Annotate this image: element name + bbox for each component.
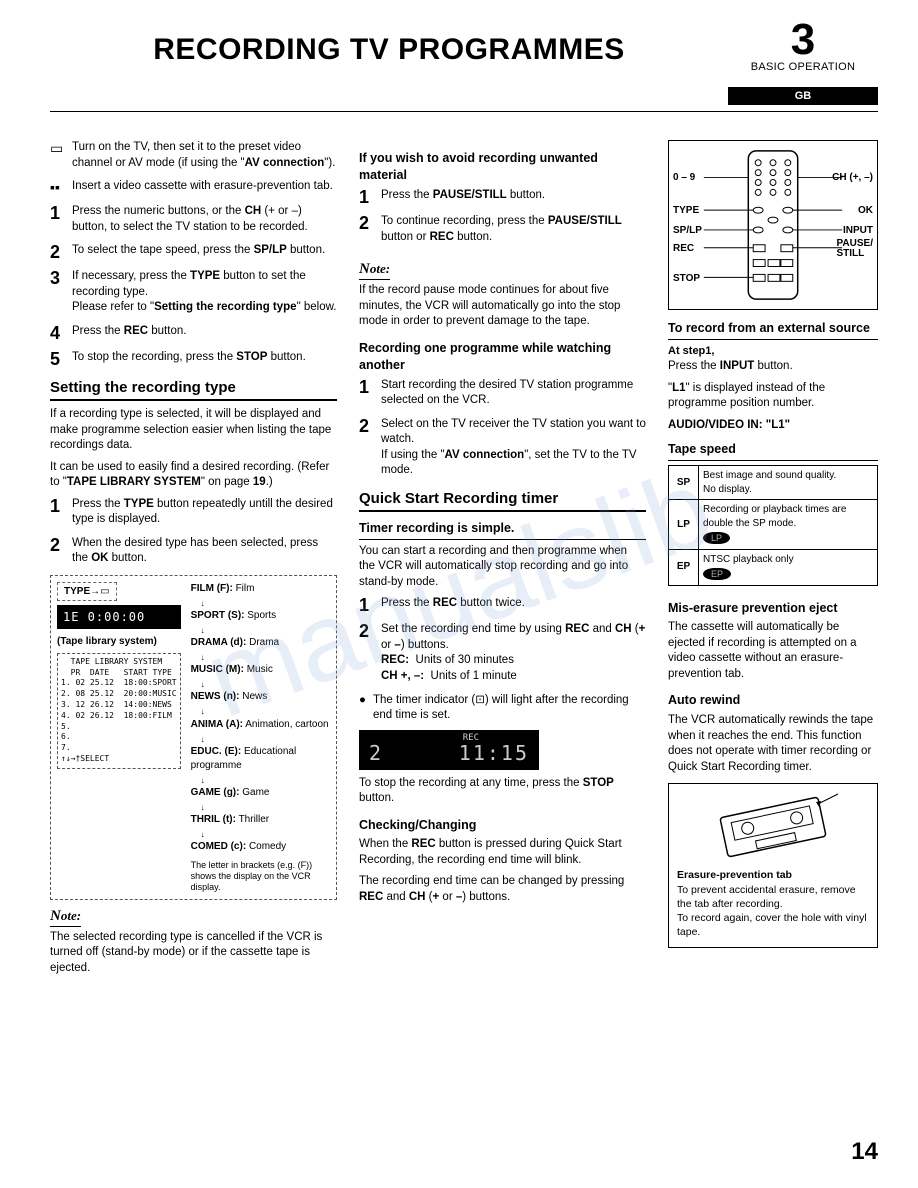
step-number: 2 xyxy=(359,214,381,232)
remote-label-splp: SP/LP xyxy=(673,224,702,238)
intro-step-cassette: Insert a video cassette with erasure-pre… xyxy=(72,179,337,195)
remote-label-rec: REC xyxy=(673,242,694,256)
setting-type-title: Setting the recording type xyxy=(50,378,337,401)
chapter-number: 3 xyxy=(728,20,878,60)
step-text: Press the numeric buttons, or the CH (+ … xyxy=(72,204,337,235)
step-text: Press the REC button twice. xyxy=(381,596,646,612)
auto-title: Auto rewind xyxy=(668,692,878,709)
note-text: The selected recording type is cancelled… xyxy=(50,930,337,977)
remote-label-pause: PAUSE/ STILL xyxy=(837,239,874,259)
step-text: To select the tape speed, press the SP/L… xyxy=(72,243,337,259)
step-text: To stop the recording, press the STOP bu… xyxy=(72,350,337,366)
avoid-title: If you wish to avoid recording unwanted … xyxy=(359,150,646,184)
step-number: 2 xyxy=(50,536,72,554)
step-number: 2 xyxy=(50,243,72,261)
tape-library-table: TAPE LIBRARY SYSTEM PR DATE START TYPE 1… xyxy=(57,653,181,769)
step-number: 1 xyxy=(359,378,381,396)
tape-speed-title: Tape speed xyxy=(668,441,878,461)
check-p2: The recording end time can be changed by… xyxy=(359,874,646,905)
recording-type-diagram: TYPE→▭ 1E 0:00:00 (Tape library system) … xyxy=(50,575,337,900)
setting-p2: It can be used to easily find a desired … xyxy=(50,460,337,491)
step-number: 2 xyxy=(359,622,381,640)
note-label: Note: xyxy=(359,259,390,280)
step-text: Press the REC button. xyxy=(72,324,337,340)
step-text: If necessary, press the TYPE button to s… xyxy=(72,269,337,316)
remote-diagram: 0 – 9 TYPE SP/LP REC STOP CH (+, –) OK I… xyxy=(668,140,878,310)
tab-p2: To record again, cover the hole with vin… xyxy=(677,911,869,939)
step-text: Select on the TV receiver the TV station… xyxy=(381,417,646,479)
remote-label-type: TYPE xyxy=(673,204,699,218)
step-number: 1 xyxy=(359,596,381,614)
note-text: If the record pause mode continues for a… xyxy=(359,283,646,330)
auto-text: The VCR automatically rewinds the tape w… xyxy=(668,713,878,775)
ext-p1: Press the INPUT button. xyxy=(668,359,878,375)
step-number: 3 xyxy=(50,269,72,287)
step-number: 5 xyxy=(50,350,72,368)
note-label: Note: xyxy=(50,906,81,927)
category-footer: The letter in brackets (e.g. (F)) shows … xyxy=(191,860,330,892)
step-text: Press the PAUSE/STILL button. xyxy=(381,188,646,204)
category-list: FILM (F): Film↓ SPORT (S): Sports↓ DRAMA… xyxy=(191,582,330,893)
column-3: 0 – 9 TYPE SP/LP REC STOP CH (+, –) OK I… xyxy=(668,140,878,982)
cassette-diagram: Erasure-prevention tab To prevent accide… xyxy=(668,783,878,948)
column-2: If you wish to avoid recording unwanted … xyxy=(359,140,646,982)
ext-step: At step1, xyxy=(668,344,878,359)
qsr-bullet: The timer indicator (⊡) will light after… xyxy=(373,693,646,724)
chapter-label: BASIC OPERATION xyxy=(728,60,878,75)
step-number: 1 xyxy=(50,204,72,222)
ext-title: To record from an external source xyxy=(668,320,878,340)
step-number: 4 xyxy=(50,324,72,342)
page-title: RECORDING TV PROGRAMMES xyxy=(50,30,728,71)
step-text: When the desired type has been selected,… xyxy=(72,536,337,567)
tab-p1: To prevent accidental erasure, remove th… xyxy=(677,883,869,911)
ext-p2: "L1" is displayed instead of the program… xyxy=(668,381,878,412)
tv-icon: ▭ xyxy=(50,140,72,157)
remote-label-input: INPUT xyxy=(843,224,873,238)
intro-step-tv: Turn on the TV, then set it to the prese… xyxy=(72,140,337,171)
qsr-stop: To stop the recording at any time, press… xyxy=(359,776,646,807)
remote-label-ch: CH (+, –) xyxy=(832,171,873,185)
qsr-intro: You can start a recording and then progr… xyxy=(359,544,646,591)
step-text: Start recording the desired TV station p… xyxy=(381,378,646,409)
tab-title: Erasure-prevention tab xyxy=(677,868,869,882)
remote-label-09: 0 – 9 xyxy=(673,171,695,185)
setting-p1: If a recording type is selected, it will… xyxy=(50,407,337,454)
step-number: 1 xyxy=(50,497,72,515)
page-number: 14 xyxy=(851,1136,878,1168)
rec-watch-title: Recording one programme while watching a… xyxy=(359,340,646,374)
mis-title: Mis-erasure prevention eject xyxy=(668,600,878,617)
remote-label-stop: STOP xyxy=(673,272,700,286)
qsr-sub: Timer recording is simple. xyxy=(359,520,646,540)
remote-label-ok: OK xyxy=(858,204,873,218)
tape-speed-table: SPBest image and sound quality.No displa… xyxy=(668,465,878,586)
region-badge: GB xyxy=(728,87,878,106)
step-number: 1 xyxy=(359,188,381,206)
check-title: Checking/Changing xyxy=(359,817,646,834)
lib-caption: (Tape library system) xyxy=(57,635,181,649)
step-text: To continue recording, press the PAUSE/S… xyxy=(381,214,646,245)
step-text: Press the TYPE button repeatedly untill … xyxy=(72,497,337,528)
bullet-icon: ● xyxy=(359,693,373,724)
mis-text: The cassette will automatically be eject… xyxy=(668,620,878,682)
step-text: Set the recording end time by using REC … xyxy=(381,622,646,684)
ext-p3: AUDIO/VIDEO IN: "L1" xyxy=(668,418,878,434)
chapter-badge: 3 BASIC OPERATION xyxy=(728,20,878,74)
cassette-icon: ▪▪ xyxy=(50,179,72,196)
step-number: 2 xyxy=(359,417,381,435)
check-p1: When the REC button is pressed during Qu… xyxy=(359,837,646,868)
qsr-title: Quick Start Recording timer xyxy=(359,489,646,512)
rec-timer-display: 2 REC 11:15 xyxy=(359,730,539,770)
vcr-display: 1E 0:00:00 xyxy=(57,605,181,629)
type-indicator: TYPE→▭ xyxy=(57,582,117,602)
column-1: ▭ Turn on the TV, then set it to the pre… xyxy=(50,140,337,982)
